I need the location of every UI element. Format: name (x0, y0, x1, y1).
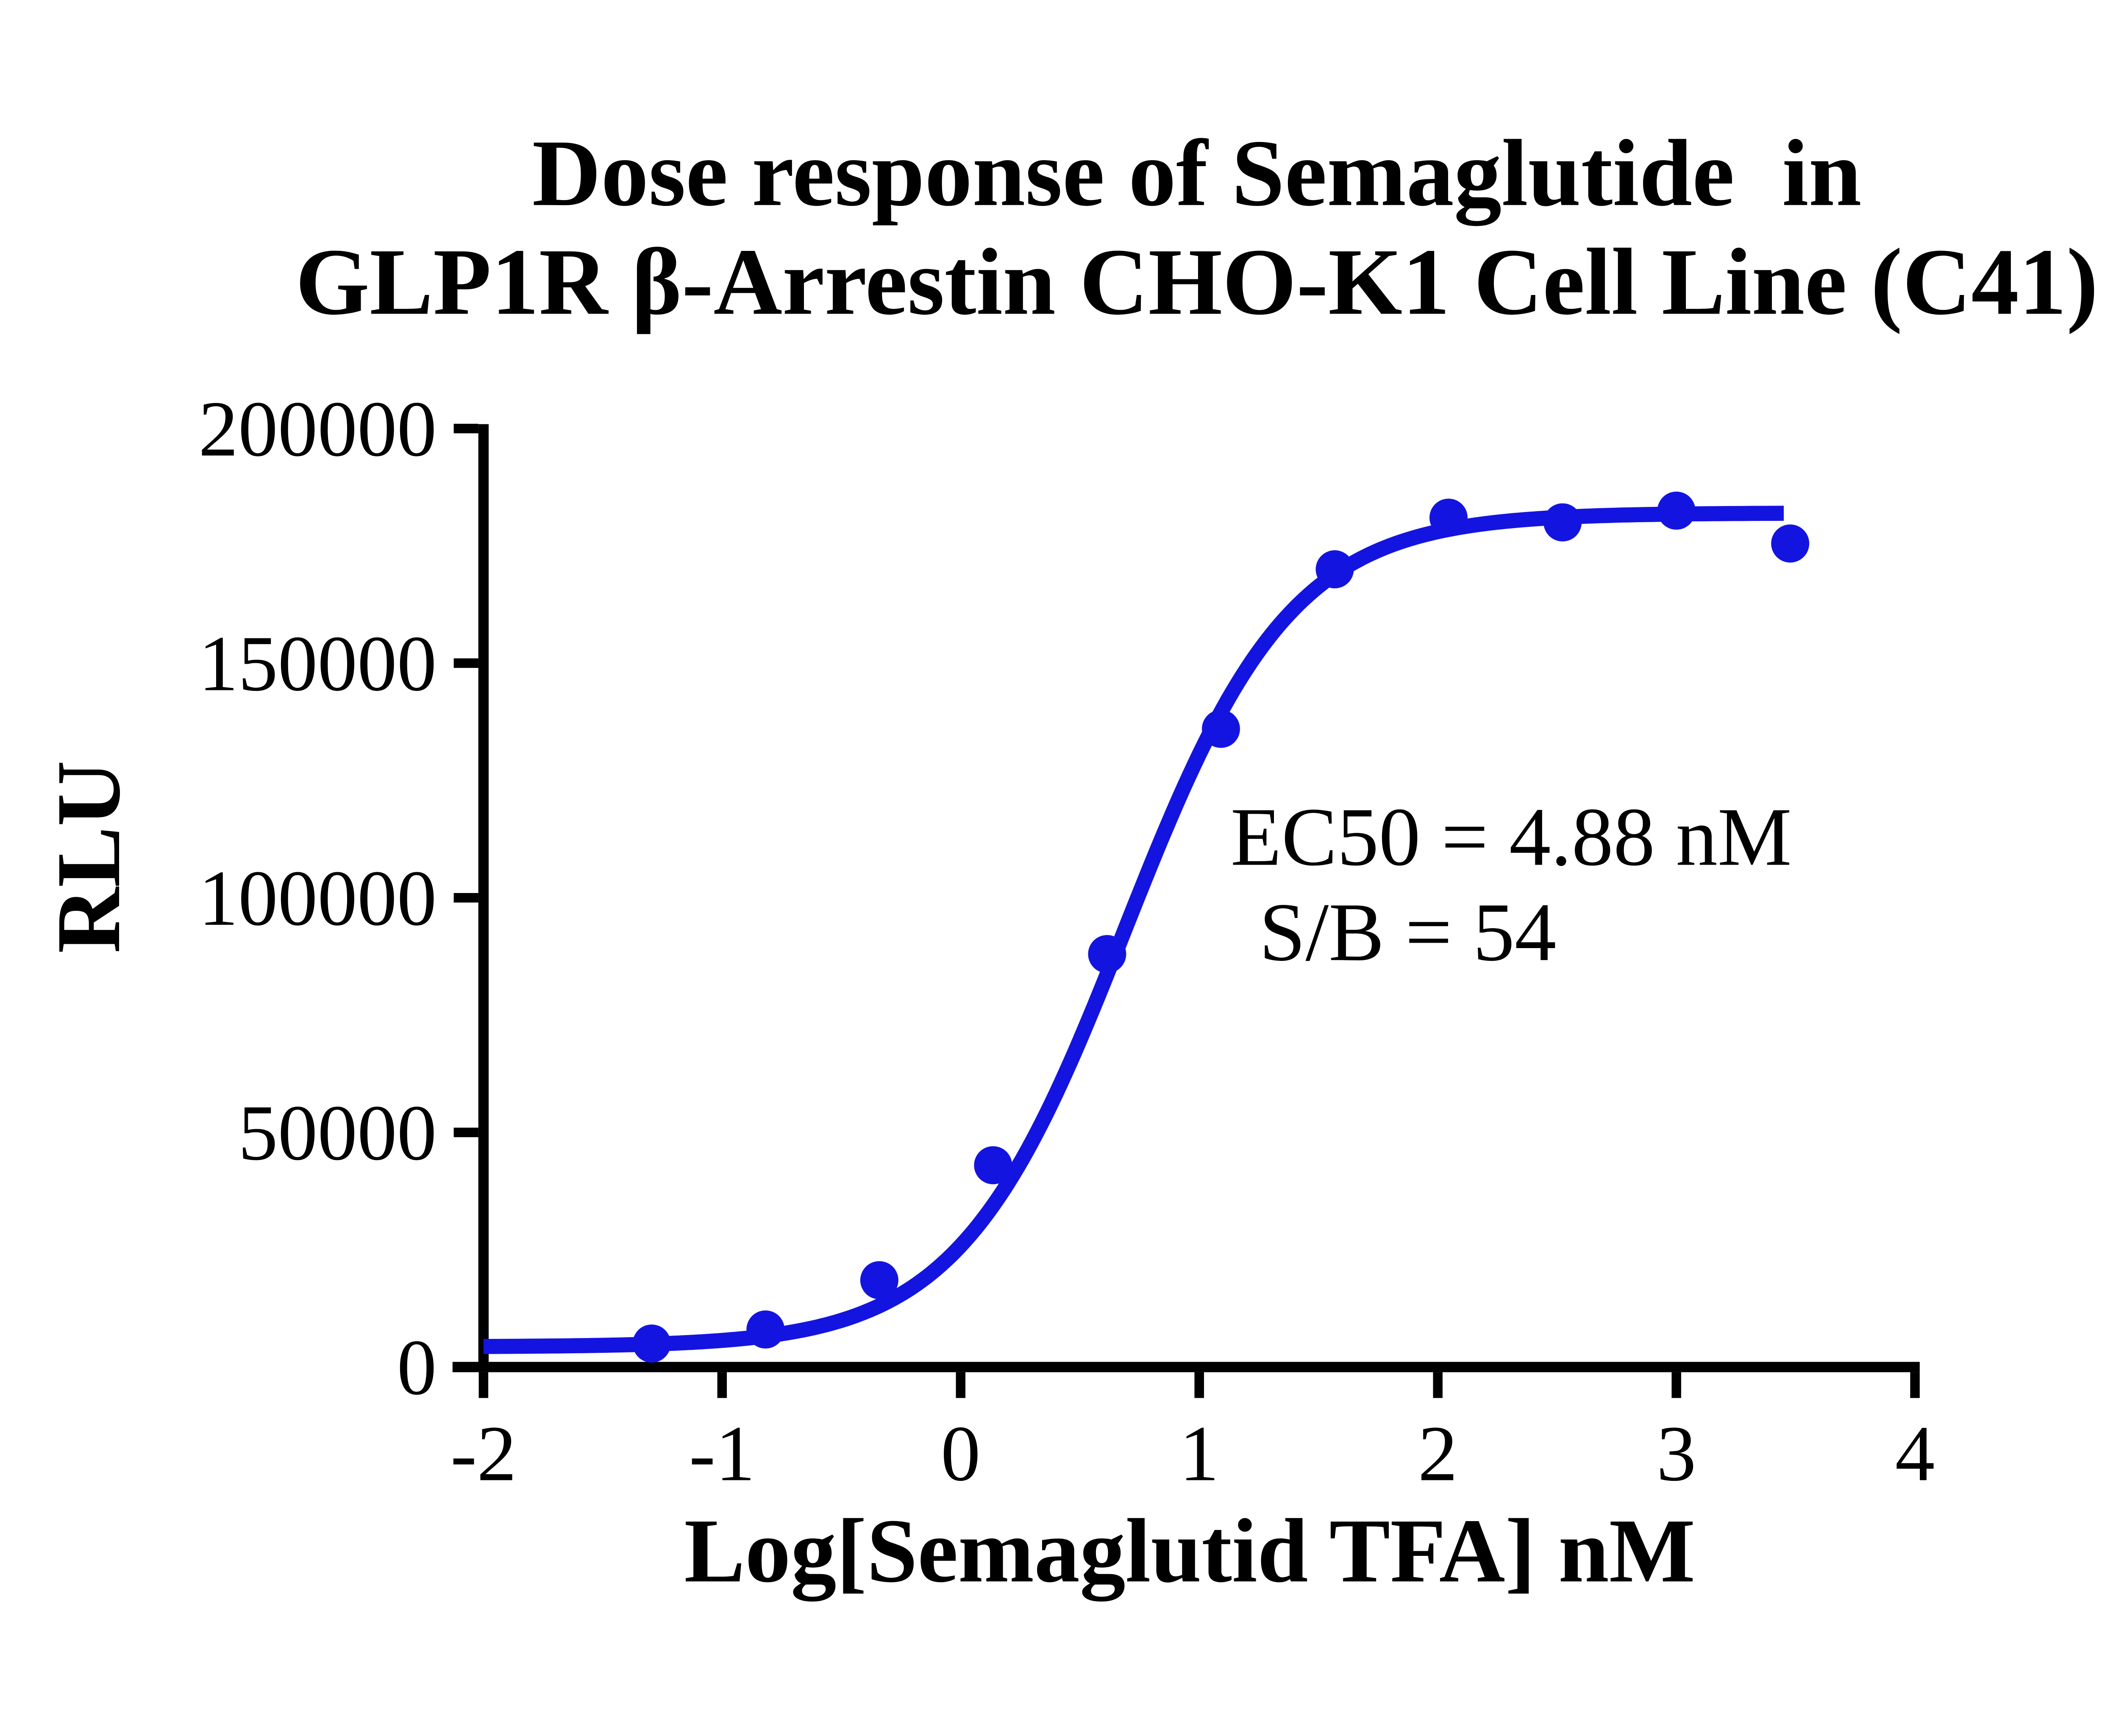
axes: -2 -1 0 1 2 3 4 0 50000 100000 150000 200000 (198, 385, 1935, 1498)
data-point (1315, 550, 1354, 589)
x-tick-label: 2 (1418, 1409, 1458, 1497)
chart-title-line1: Dose response of Semaglutide in (532, 120, 1862, 226)
x-axis-label: Log[Semaglutid TFA] nM (684, 1500, 1695, 1602)
fit-curve-layer (483, 506, 1784, 1354)
sb-annotation: S/B = 54 (1259, 886, 1556, 978)
y-tick-label: 100000 (198, 854, 437, 942)
data-point (1201, 709, 1240, 748)
x-tick-label: 0 (941, 1409, 981, 1497)
x-tick-label: 4 (1895, 1409, 1935, 1497)
data-point (1657, 491, 1696, 530)
data-point (1429, 498, 1468, 537)
chart-title-line2: GLP1R β-Arrestin CHO-K1 Cell Line (C41) (295, 229, 2098, 334)
data-point (1771, 524, 1810, 563)
y-tick-label: 0 (397, 1323, 437, 1411)
ec50-annotation: EC50 = 4.88 nM (1231, 791, 1792, 883)
x-tick-label: 3 (1657, 1409, 1696, 1497)
x-tick-label: 1 (1179, 1409, 1219, 1497)
y-axis-label: RLU (38, 760, 139, 953)
data-point (746, 1310, 785, 1349)
dose-response-curve (483, 506, 1784, 1354)
y-tick-label: 50000 (238, 1089, 437, 1177)
x-tick-label: -2 (450, 1409, 517, 1497)
data-point (632, 1324, 671, 1363)
y-tick-label: 150000 (198, 619, 437, 707)
x-tick-label: -1 (689, 1409, 755, 1497)
data-point (1088, 935, 1126, 974)
data-point (974, 1146, 1012, 1185)
data-points-layer (632, 491, 1810, 1363)
data-point (860, 1261, 898, 1299)
data-point (1543, 503, 1582, 542)
y-tick-label: 200000 (198, 385, 437, 473)
